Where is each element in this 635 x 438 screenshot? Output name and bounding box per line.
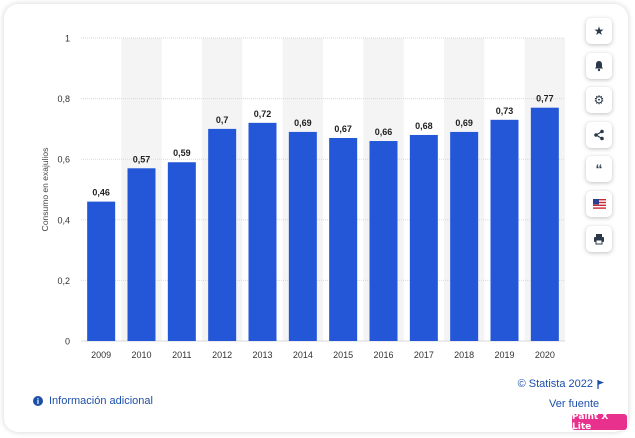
share-icon: [594, 129, 604, 141]
print-button[interactable]: [586, 225, 612, 252]
bar-2010: [127, 168, 156, 341]
notification-button[interactable]: [586, 52, 612, 79]
bar-2017: [409, 134, 438, 341]
data-label-2012: 0,7: [216, 115, 229, 125]
x-tick-label: 2017: [414, 350, 434, 360]
data-label-2013: 0,72: [254, 109, 272, 119]
data-label-2018: 0,69: [455, 118, 473, 128]
y-tick-label: 0,2: [57, 276, 70, 286]
bar-2009: [87, 201, 116, 341]
x-tick-label: 2013: [252, 350, 272, 360]
x-tick-label: 2019: [494, 350, 514, 360]
paint-badge-label: Paint X Lite: [572, 412, 609, 432]
x-tick-label: 2010: [131, 350, 151, 360]
flag-small-icon: [597, 379, 604, 389]
x-tick-label: 2020: [535, 350, 555, 360]
data-label-2011: 0,59: [173, 148, 191, 158]
gear-icon: ⚙: [593, 93, 605, 108]
y-tick-label: 1: [65, 34, 70, 44]
y-axis-label: Consumo en exajulios: [40, 148, 50, 232]
additional-info-link[interactable]: i Información adicional: [33, 395, 153, 407]
view-source-label: Ver fuente: [549, 398, 600, 410]
data-label-2016: 0,66: [375, 127, 393, 137]
settings-button[interactable]: ⚙: [586, 87, 612, 114]
bar-2011: [167, 162, 196, 341]
x-tick-label: 2015: [333, 350, 353, 360]
print-icon: [594, 233, 604, 245]
bar-2020: [530, 107, 559, 341]
data-label-2009: 0,46: [92, 188, 110, 198]
view-source-link[interactable]: Ver fuente: [549, 398, 599, 410]
bar-2012: [208, 128, 237, 341]
bar-2014: [288, 131, 317, 341]
x-tick-label: 2016: [373, 350, 393, 360]
y-tick-label: 0,6: [57, 155, 70, 165]
paint-x-lite-badge: Paint X Lite: [572, 412, 627, 432]
data-label-2017: 0,68: [415, 121, 433, 131]
bar-2019: [490, 119, 519, 341]
y-tick-label: 0,4: [57, 215, 70, 225]
data-label-2019: 0,73: [496, 106, 514, 116]
info-icon: i: [33, 396, 43, 406]
x-tick-label: 2009: [91, 350, 111, 360]
bell-icon: [595, 60, 603, 71]
chart-toolbar: ★ ⚙ “: [586, 18, 612, 260]
data-label-2020: 0,77: [536, 94, 554, 104]
flag-icon: [592, 198, 606, 209]
cite-button[interactable]: “: [586, 156, 612, 183]
data-label-2015: 0,67: [334, 124, 352, 134]
star-icon: ★: [593, 24, 605, 38]
x-tick-label: 2018: [454, 350, 474, 360]
bar-2018: [450, 131, 479, 341]
y-tick-label: 0,8: [57, 94, 70, 104]
download-xls-button[interactable]: [586, 190, 612, 217]
x-tick-label: 2011: [172, 350, 191, 360]
favorite-button[interactable]: ★: [586, 18, 612, 44]
copyright-label: © Statista 2022: [517, 378, 593, 390]
y-tick-label: 0: [65, 337, 70, 347]
share-button[interactable]: [586, 121, 612, 148]
additional-info-label: Información adicional: [49, 395, 153, 407]
x-tick-label: 2014: [293, 350, 313, 360]
data-label-2010: 0,57: [133, 154, 151, 164]
quote-icon: “: [595, 161, 603, 178]
data-label-2014: 0,69: [294, 118, 312, 128]
copyright[interactable]: © Statista 2022: [518, 378, 605, 390]
bar-2013: [248, 122, 277, 341]
bar-2015: [329, 137, 358, 341]
x-tick-label: 2012: [212, 350, 232, 360]
bar-2016: [369, 141, 398, 341]
